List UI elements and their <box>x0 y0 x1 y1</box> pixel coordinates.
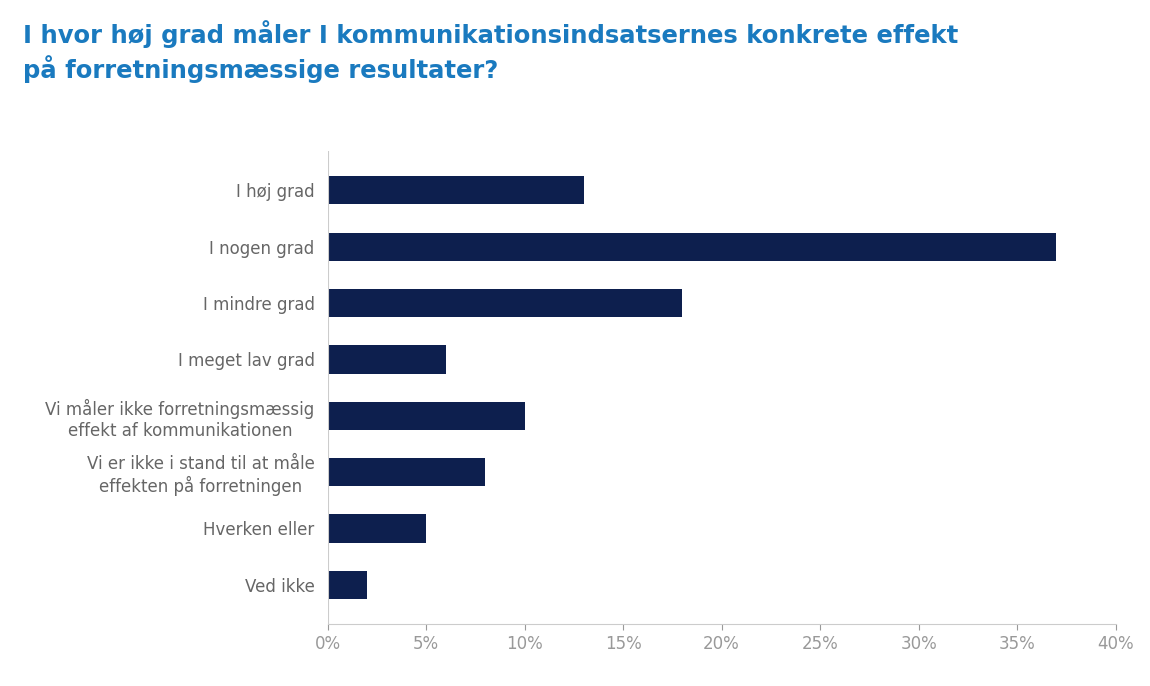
Text: I hvor høj grad måler I kommunikationsindsatsernes konkrete effekt
på forretning: I hvor høj grad måler I kommunikationsin… <box>23 21 958 83</box>
Bar <box>328 233 1057 261</box>
Bar <box>328 458 485 486</box>
Bar <box>328 176 584 204</box>
Bar <box>328 514 427 543</box>
Bar <box>328 571 367 599</box>
Bar <box>328 345 446 373</box>
Bar <box>328 402 524 430</box>
Bar <box>328 289 682 317</box>
